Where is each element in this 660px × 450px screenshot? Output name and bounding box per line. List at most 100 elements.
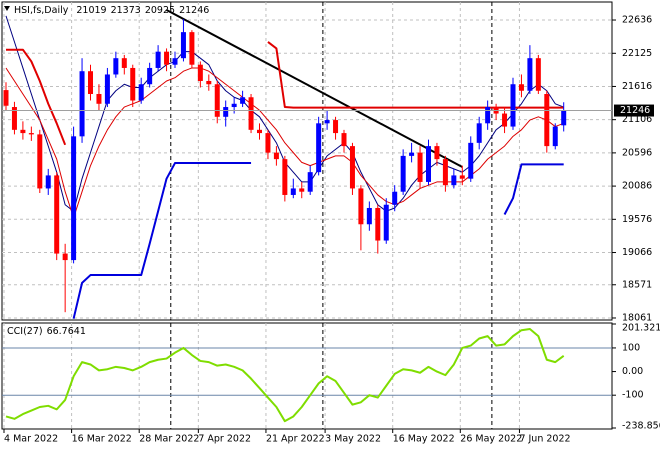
candle-body (527, 58, 533, 91)
candle-body (383, 204, 389, 241)
y-tick-label: 20086 (622, 181, 652, 192)
candle-body (366, 207, 372, 225)
x-tick-label: 16 Mar 2022 (72, 434, 132, 445)
cci-line (5, 328, 565, 423)
x-tick-label: 7 Jun 2022 (519, 434, 570, 445)
candle-body (265, 133, 271, 153)
cci-header: CCI(27) 66.7641 (7, 326, 86, 337)
x-tick-label: 7 Apr 2022 (198, 434, 251, 445)
x-tick-label: 3 May 2022 (325, 434, 381, 445)
candle-body (113, 58, 119, 75)
candle-body (104, 74, 110, 104)
candle-body (561, 110, 567, 126)
candle-body (189, 32, 195, 65)
cci-title: CCI(27) (7, 326, 43, 337)
overlay-line (72, 162, 252, 319)
y-tick-label: 19576 (622, 214, 652, 225)
candle-body (535, 58, 541, 91)
last-high: 21373 (111, 5, 141, 16)
candle-body (20, 129, 26, 134)
last-open: 21019 (76, 5, 106, 16)
candle-body (172, 58, 178, 65)
x-tick-label: 21 Apr 2022 (266, 434, 325, 445)
candle-body (147, 67, 153, 85)
cci-y-tick-label: -238.856 (622, 421, 660, 432)
candle-body (451, 175, 457, 186)
cci-y-tick-label: 0.00 (622, 366, 643, 377)
overlay-line (503, 163, 564, 215)
candle-body (307, 172, 313, 192)
cci-y-tick-label: -100 (622, 390, 644, 401)
candle-body (349, 146, 355, 189)
cci-y-tick-label: 100 (622, 342, 640, 353)
candle-body (299, 188, 305, 192)
candle-body (324, 120, 330, 124)
candle-body (214, 84, 220, 117)
candle-body (392, 191, 398, 205)
candle-body (11, 107, 17, 130)
candle-body (442, 159, 448, 186)
overlay-line (6, 48, 67, 146)
cci-panel (1, 322, 613, 430)
candle-body (155, 51, 161, 68)
x-tick-label: 28 Mar 2022 (139, 434, 199, 445)
candle-body (417, 152, 423, 182)
candle-body (468, 142, 474, 179)
candle-body (485, 107, 491, 124)
candle-body (180, 32, 186, 59)
trendline (166, 9, 463, 168)
candle-body (544, 94, 550, 147)
candle-body (257, 129, 262, 134)
y-tick-label: 18061 (622, 312, 652, 323)
candle-body (502, 113, 508, 127)
price-panel (1, 1, 613, 321)
y-tick-label: 22636 (622, 15, 652, 26)
candle-body (130, 67, 136, 101)
candle-body (434, 146, 440, 160)
candle-body (282, 159, 288, 195)
cci-y-tick-label: 201.3217 (622, 323, 660, 334)
candle-body (476, 123, 482, 143)
candle-body (138, 84, 144, 101)
candle-body (358, 188, 364, 225)
candle-body (45, 175, 51, 189)
price-header: HSI,fs,Daily 21019 21373 20925 21246 (14, 5, 209, 16)
candle-body (409, 152, 415, 156)
candle-body (164, 51, 170, 65)
candle-body (54, 175, 60, 254)
x-tick-label: 16 May 2022 (393, 434, 455, 445)
last-price-box (614, 104, 654, 117)
candle-body (552, 126, 558, 147)
candle-body (231, 103, 237, 108)
collapse-icon (4, 6, 10, 11)
candle-body (37, 134, 43, 189)
candle-body (273, 152, 279, 160)
y-tick-label: 22125 (622, 48, 652, 59)
x-tick-label: 26 May 2022 (460, 434, 522, 445)
x-tick-label: 4 Mar 2022 (4, 434, 58, 445)
candle-body (426, 146, 431, 182)
candle-body (206, 80, 212, 85)
candle-body (248, 97, 254, 130)
last-price-label: 21246 (620, 105, 650, 116)
candle-body (121, 58, 127, 68)
candle-body (510, 84, 516, 127)
last-close: 21246 (179, 5, 209, 16)
candle-body (197, 64, 203, 81)
candle-body (96, 94, 102, 104)
candle-body (28, 133, 34, 135)
candle-body (62, 253, 68, 261)
y-tick-label: 19066 (622, 247, 652, 258)
y-tick-label: 21616 (622, 81, 652, 92)
last-low: 20925 (145, 5, 175, 16)
candle-body (79, 71, 85, 137)
y-tick-label: 20596 (622, 147, 652, 158)
candle-body (518, 84, 524, 91)
y-tick-label: 18571 (622, 279, 652, 290)
candle-body (375, 207, 381, 241)
candle-body (223, 107, 229, 117)
candle-body (400, 155, 406, 192)
